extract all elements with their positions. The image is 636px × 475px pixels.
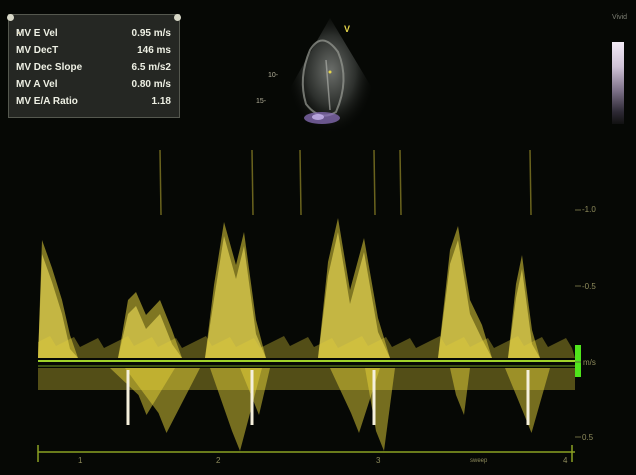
doppler-core-above [118, 306, 182, 358]
measurement-label: MV A Vel [16, 78, 58, 90]
time-label: 4 [563, 456, 568, 465]
measurement-label: MV E/A Ratio [16, 95, 78, 107]
doppler-spectrum [38, 149, 575, 451]
doppler-streak [399, 149, 402, 216]
depth-marker: V [344, 24, 351, 34]
doppler-streak [251, 149, 254, 216]
measurement-label: MV DecT [16, 44, 59, 56]
depth-label: 15- [256, 98, 267, 105]
measurement-row: MV DecT 146 ms [16, 42, 171, 58]
velocity-label: 0.5 [582, 433, 594, 442]
doppler-core-above [508, 269, 540, 358]
measurement-row: MV Dec Slope 6.5 m/s2 [16, 59, 171, 75]
doppler-core-above [38, 254, 78, 358]
measurement-row: MV E Vel 0.95 m/s [16, 25, 171, 41]
measurement-value: 146 ms [137, 44, 171, 56]
velocity-unit-label: m/s [583, 358, 596, 367]
doppler-streak [529, 149, 532, 216]
measurement-row: MV A Vel 0.80 m/s [16, 76, 171, 92]
doppler-envelope-below [240, 368, 270, 415]
measurement-row: MV E/A Ratio 1.18 [16, 93, 171, 109]
panel-corner-icon [174, 14, 181, 21]
doppler-streak [373, 149, 376, 216]
doppler-noise-band [38, 336, 575, 358]
sweep-label: sweep [470, 458, 488, 464]
measurement-value: 0.80 m/s [131, 78, 171, 90]
gray-map-colorbar [612, 42, 624, 124]
doppler-streak [159, 149, 162, 216]
measurement-value: 0.95 m/s [131, 27, 171, 39]
time-label: 1 [78, 456, 83, 465]
velocity-label: -1.0 [582, 205, 596, 214]
time-label: 2 [216, 456, 221, 465]
doppler-core-above [205, 236, 266, 358]
doppler-noise-below [38, 368, 575, 390]
measurement-label: MV Dec Slope [16, 61, 83, 73]
row-marker-icon [18, 32, 20, 34]
measurement-value: 1.18 [151, 95, 171, 107]
measurement-panel: MV E Vel 0.95 m/s MV DecT 146 ms MV Dec … [7, 14, 181, 118]
doppler-envelope-below [330, 368, 380, 433]
image-label: Vivid [612, 14, 628, 21]
cardiac-thumbnail-image [290, 18, 372, 135]
doppler-streak [299, 149, 302, 216]
measurement-value: 6.5 m/s2 [131, 61, 171, 73]
measurement-label: MV E Vel [16, 27, 58, 39]
doppler-core-above [438, 240, 492, 358]
velocity-label: -0.5 [582, 282, 596, 291]
time-label: 3 [376, 456, 381, 465]
velocity-scale-ticks [575, 209, 581, 438]
doppler-core-above [318, 232, 390, 358]
panel-corner-icon [7, 14, 14, 21]
depth-label: 10- [268, 72, 279, 79]
doppler-envelope-below [125, 368, 200, 433]
baseline-handle[interactable] [575, 345, 581, 377]
doppler-envelope-below [450, 368, 470, 415]
